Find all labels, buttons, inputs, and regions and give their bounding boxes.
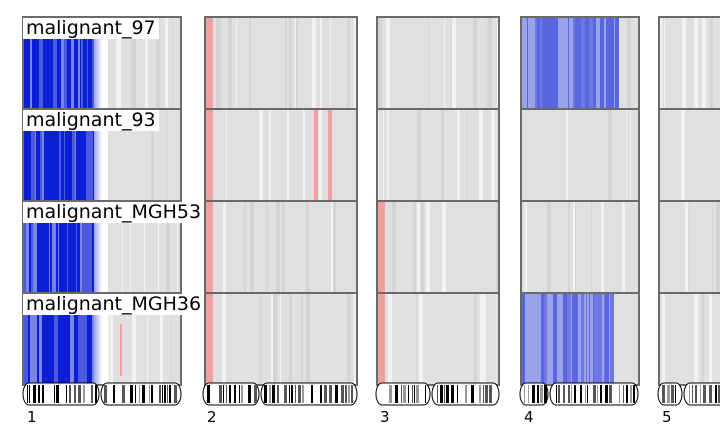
chromosome-2-panel [204, 16, 358, 386]
heatmap-cell [24, 18, 180, 108]
row-separator [522, 108, 638, 110]
row-separator [660, 200, 720, 202]
heatmap-cell [660, 294, 720, 384]
row-separator [24, 108, 180, 110]
chromosome-4-panel [520, 16, 640, 386]
row-separator [24, 292, 180, 294]
chromosome-1-number: 1 [27, 408, 37, 426]
heatmap-cell [522, 294, 638, 384]
sample-label-2: malignant_93 [23, 110, 159, 131]
chromosome-4-ideogram [519, 382, 639, 406]
heatmap-cell [522, 202, 638, 292]
row-separator [206, 292, 356, 294]
chromosome-3-ideogram [375, 382, 500, 406]
heatmap-cell [378, 18, 498, 108]
chromosome-5-number: 5 [662, 408, 672, 426]
row-separator [206, 108, 356, 110]
row-separator [206, 200, 356, 202]
row-separator [522, 200, 638, 202]
heatmap-cell [660, 110, 720, 200]
heatmap-cell [378, 110, 498, 200]
heatmap-cell [660, 18, 720, 108]
chromosome-4-number: 4 [524, 408, 534, 426]
heatmap-cell [378, 202, 498, 292]
row-separator [24, 200, 180, 202]
row-separator [660, 108, 720, 110]
row-separator [378, 292, 498, 294]
sample-label-3: malignant_MGH53 [23, 202, 205, 223]
heatmap-cell [206, 18, 356, 108]
heatmap-cell [206, 110, 356, 200]
chromosome-3-number: 3 [380, 408, 390, 426]
sample-label-1: malignant_97 [23, 18, 159, 39]
heatmap-cell [660, 202, 720, 292]
chromosome-1-ideogram [22, 382, 182, 406]
heatmap-cell [522, 110, 638, 200]
heatmap-cell [378, 294, 498, 384]
row-separator [522, 292, 638, 294]
heatmap-cell [206, 202, 356, 292]
chromosome-3-panel [376, 16, 500, 386]
chromosome-5-panel [658, 16, 720, 386]
heatmap-cell [206, 294, 356, 384]
sample-label-4: malignant_MGH36 [23, 294, 205, 315]
row-separator [378, 108, 498, 110]
row-separator [660, 292, 720, 294]
heatmap-cell [522, 18, 638, 108]
chromosome-2-number: 2 [207, 408, 217, 426]
chromosome-2-ideogram [202, 382, 358, 406]
row-separator [378, 200, 498, 202]
chromosome-5-ideogram [657, 382, 720, 406]
